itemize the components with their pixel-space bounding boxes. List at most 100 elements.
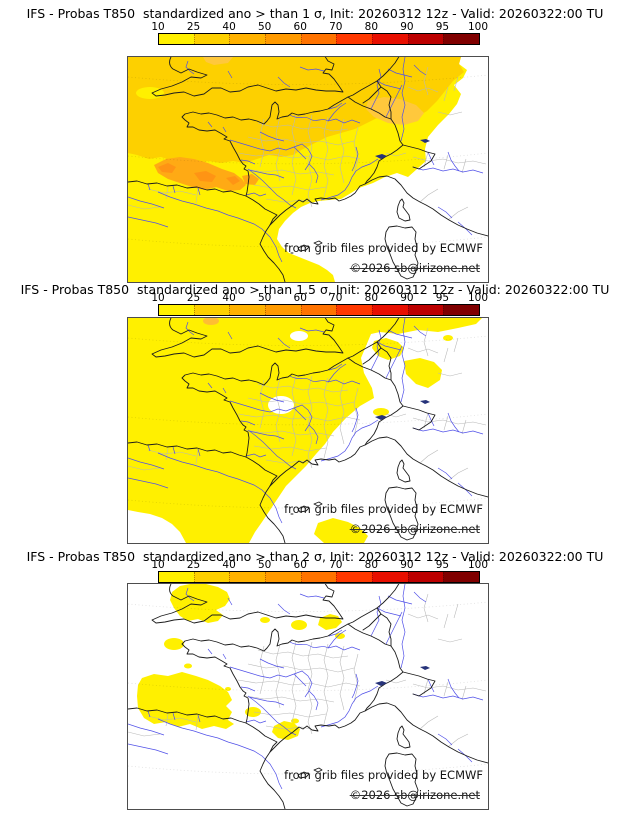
colorbar-tick-label: 100 [467, 292, 489, 304]
panel-3-map: from grib files provided by ECMWF ©2026 … [127, 583, 489, 810]
shading-region [335, 633, 345, 639]
colorbar-tick-label: 40 [222, 292, 236, 304]
colorbar-segment [372, 572, 408, 582]
colorbar-segment [300, 305, 337, 315]
colorbar-tick-label: 25 [186, 21, 201, 33]
colorbar-tick-label: 10 [151, 559, 165, 571]
colorbar-segment [336, 305, 373, 315]
colorbar-segment [193, 305, 230, 315]
panel-3-map-canvas [128, 584, 488, 809]
colorbar-segment [265, 305, 301, 315]
panel-2-colorbar [158, 304, 480, 316]
panel-1-title: IFS - Probas T850 standardized ano > tha… [26, 6, 604, 21]
shading-region [272, 721, 300, 740]
shading-region [245, 707, 261, 717]
panel-1-map: from grib files provided by ECMWF ©2026 … [127, 56, 489, 283]
shading-region [203, 318, 219, 325]
colorbar-segment [443, 34, 480, 44]
panel-3-title: IFS - Probas T850 standardized ano > tha… [26, 549, 604, 564]
panel-1-map-canvas [128, 57, 488, 282]
colorbar-segment [407, 572, 444, 582]
colorbar-tick-label: 70 [329, 21, 343, 33]
colorbar-segment [372, 34, 408, 44]
colorbar-segment [159, 572, 194, 582]
colorbar-tick-label: 90 [400, 292, 414, 304]
shading-region [318, 614, 342, 630]
panel-2-map: from grib files provided by ECMWF ©2026 … [127, 317, 489, 544]
colorbar-segment [372, 305, 408, 315]
shading-region [372, 338, 404, 360]
panel-2-map-canvas [128, 318, 488, 543]
shading-region [373, 408, 389, 416]
colorbar-tick-label: 90 [400, 21, 414, 33]
colorbar-segment [265, 572, 301, 582]
copyright-text: ©2026 sb@irizone.net [349, 261, 480, 275]
colorbar-tick-label: 70 [329, 559, 343, 571]
shading-region [366, 97, 424, 125]
shading-region [225, 687, 231, 691]
colorbar-segment [229, 572, 266, 582]
shading-region [137, 672, 234, 729]
colorbar-segment [407, 305, 444, 315]
colorbar-tick-label: 60 [293, 559, 307, 571]
colorbar-tick-label: 100 [467, 559, 489, 571]
shading-region [291, 620, 307, 630]
colorbar-tick-label: 80 [364, 21, 379, 33]
colorbar-tick-label: 10 [151, 292, 165, 304]
attribution-text: from grib files provided by ECMWF [284, 502, 483, 516]
copyright-text: ©2026 sb@irizone.net [349, 788, 480, 802]
colorbar-segment [336, 572, 373, 582]
shading-region [170, 584, 230, 623]
colorbar-tick-label: 10 [151, 21, 165, 33]
attribution-text: from grib files provided by ECMWF [284, 768, 483, 782]
panel-1-colorbar [158, 33, 480, 45]
panel-2-colorbar-tick-labels: 10 25 40 50 60 70 80 90 95 100 [151, 292, 488, 304]
colorbar-tick-label: 25 [186, 559, 201, 571]
probability-shading [137, 584, 345, 740]
colorbar-segment [193, 34, 230, 44]
shading-region [290, 331, 308, 341]
colorbar-segment [443, 305, 480, 315]
panel-3-colorbar-tick-labels: 10 25 40 50 60 70 80 90 95 100 [151, 559, 488, 571]
shading-region [203, 57, 233, 65]
colorbar-tick-label: 25 [186, 292, 201, 304]
copyright-text: ©2026 sb@irizone.net [349, 522, 480, 536]
attribution-text: from grib files provided by ECMWF [284, 241, 483, 255]
colorbar-tick-label: 40 [222, 559, 236, 571]
shading-region [404, 358, 442, 388]
colorbar-tick-label: 60 [293, 21, 307, 33]
colorbar-segment [265, 34, 301, 44]
panel-2-title: IFS - Probas T850 standardized ano > tha… [20, 282, 610, 297]
colorbar-tick-label: 80 [364, 559, 379, 571]
shading-region [314, 518, 368, 543]
colorbar-segment [193, 572, 230, 582]
shading-region [158, 163, 176, 173]
colorbar-tick-label: 60 [293, 292, 307, 304]
shading-region [128, 57, 464, 163]
panel-1-colorbar-tick-labels: 10 25 40 50 60 70 80 90 95 100 [151, 21, 488, 33]
colorbar-tick-label: 95 [435, 292, 450, 304]
colorbar-segment [300, 34, 337, 44]
colorbar-tick-label: 90 [400, 559, 414, 571]
colorbar-segment [159, 34, 194, 44]
shading-region [136, 87, 164, 99]
colorbar-segment [336, 34, 373, 44]
colorbar-segment [443, 572, 480, 582]
colorbar-segment [407, 34, 444, 44]
colorbar-tick-label: 100 [467, 21, 489, 33]
colorbar-tick-label: 50 [257, 559, 272, 571]
shading-region [242, 174, 259, 185]
shading-region [260, 617, 270, 623]
colorbar-tick-label: 95 [435, 21, 450, 33]
colorbar-tick-label: 50 [257, 21, 272, 33]
panel-3-colorbar [158, 571, 480, 583]
colorbar-tick-label: 95 [435, 559, 450, 571]
shading-region [164, 638, 184, 650]
shading-region [194, 171, 216, 182]
colorbar-segment [300, 572, 337, 582]
colorbar-tick-label: 50 [257, 292, 272, 304]
colorbar-tick-label: 80 [364, 292, 379, 304]
shading-region [443, 335, 453, 341]
colorbar-tick-label: 40 [222, 21, 236, 33]
